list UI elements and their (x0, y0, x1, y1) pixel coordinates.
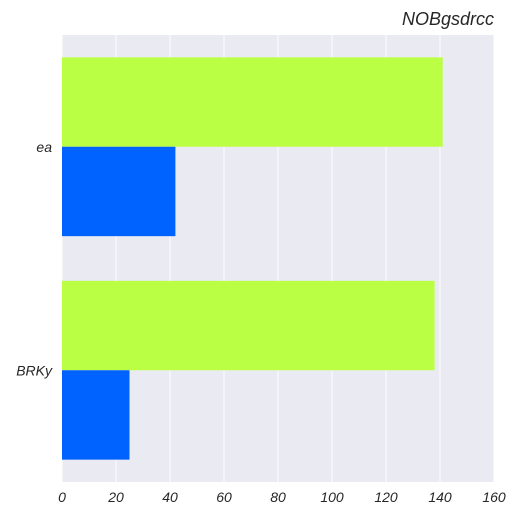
x-tick-label: 40 (162, 489, 178, 505)
x-tick-label: 20 (107, 489, 124, 505)
bar (62, 370, 130, 460)
bar (62, 57, 443, 147)
bar (62, 146, 176, 237)
x-tick-label: 160 (482, 489, 506, 505)
x-tick-label: 60 (216, 489, 232, 505)
y-tick-label: ea (36, 139, 52, 155)
x-tick-label: 0 (58, 489, 66, 505)
x-tick-label: 80 (270, 489, 286, 505)
y-tick-label: BRKy (16, 362, 53, 378)
x-tick-label: 100 (320, 489, 344, 505)
x-tick-label: 120 (374, 489, 398, 505)
x-tick-labels: 0 20 40 60 80 100 120 140 160 (58, 489, 506, 505)
chart-title: NOBgsdrcc (402, 9, 494, 29)
bars (62, 57, 443, 460)
x-tick-label: 140 (428, 489, 452, 505)
y-tick-labels: ea BRKy (16, 139, 53, 379)
bar (62, 280, 435, 371)
